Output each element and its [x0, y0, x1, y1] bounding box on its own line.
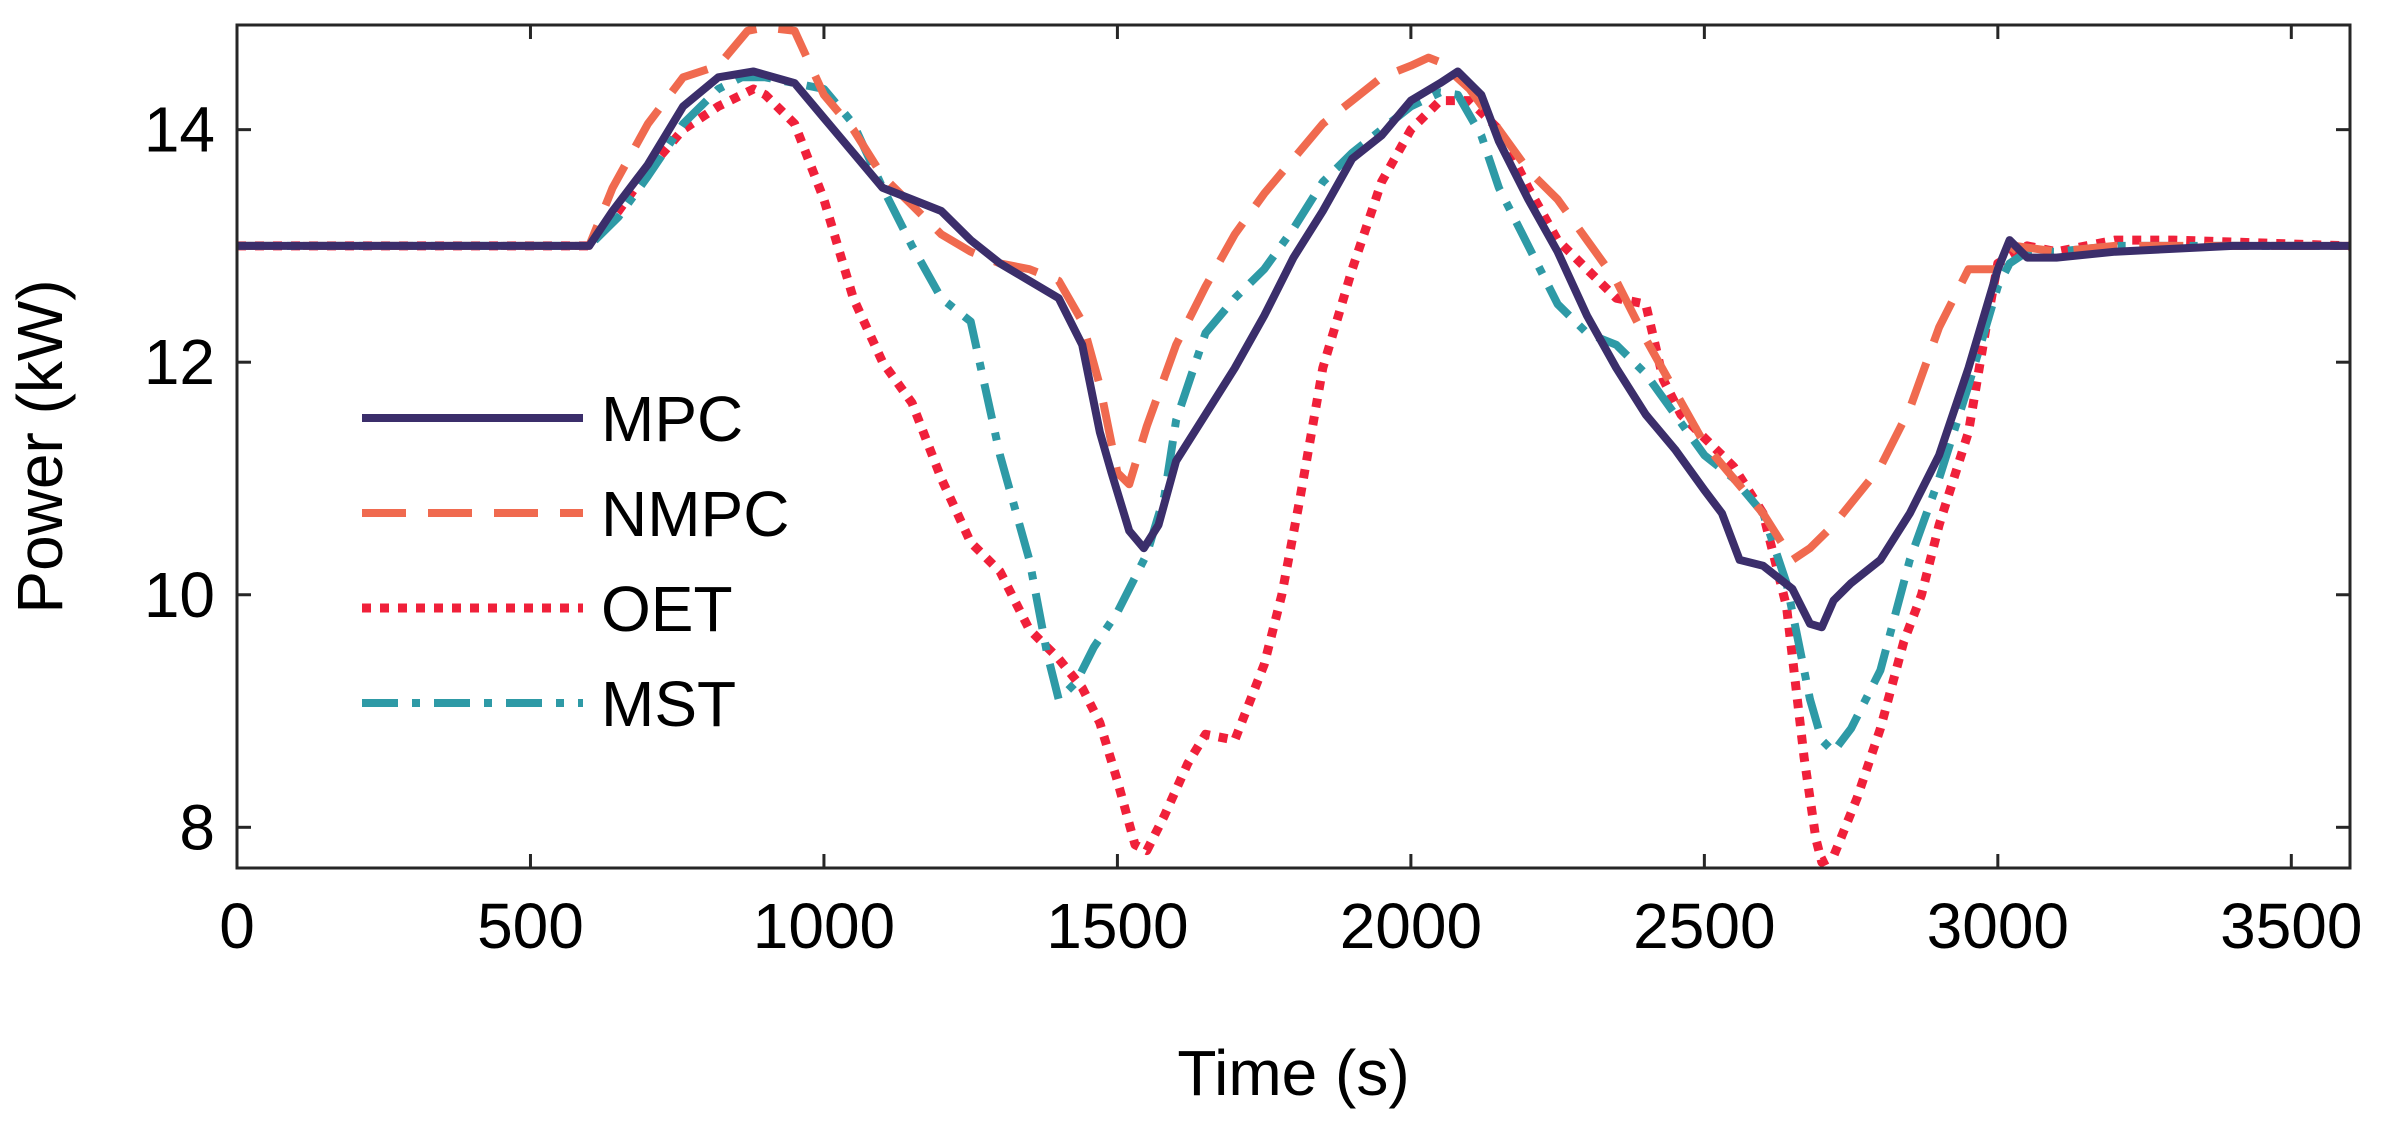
x-tick-label: 2500: [1633, 890, 1775, 962]
series-line-nmpc: [237, 25, 2350, 564]
ticks-layer: 0 500 1000 1500 2000 2500 3000 3500 8 10 12 14: [144, 25, 2362, 962]
y-tick-label: 10: [144, 559, 215, 631]
x-tick-label: 0: [219, 890, 255, 962]
y-tick-label: 8: [179, 791, 215, 863]
series-layer: [237, 25, 2350, 867]
y-axis-label: Power (kW): [4, 279, 76, 613]
legend-label-mst: MST: [601, 668, 736, 740]
x-tick-label: 1500: [1046, 890, 1188, 962]
x-tick-label: 3500: [2220, 890, 2362, 962]
x-tick-label: 2000: [1340, 890, 1482, 962]
legend: MPC NMPC OET MST: [362, 383, 789, 740]
legend-label-nmpc: NMPC: [601, 478, 789, 550]
x-tick-label: 3000: [1927, 890, 2069, 962]
series-line-mpc: [237, 67, 2350, 632]
legend-label-mpc: MPC: [601, 383, 743, 455]
series-line-oet: [237, 84, 2350, 867]
x-axis-label: Time (s): [1177, 1037, 1409, 1109]
x-tick-label: 1000: [753, 890, 895, 962]
plot-frame: [235, 23, 2352, 870]
y-tick-label: 12: [144, 326, 215, 398]
x-tick-label: 500: [477, 890, 584, 962]
y-tick-label: 14: [144, 94, 215, 166]
legend-label-oet: OET: [601, 573, 733, 645]
